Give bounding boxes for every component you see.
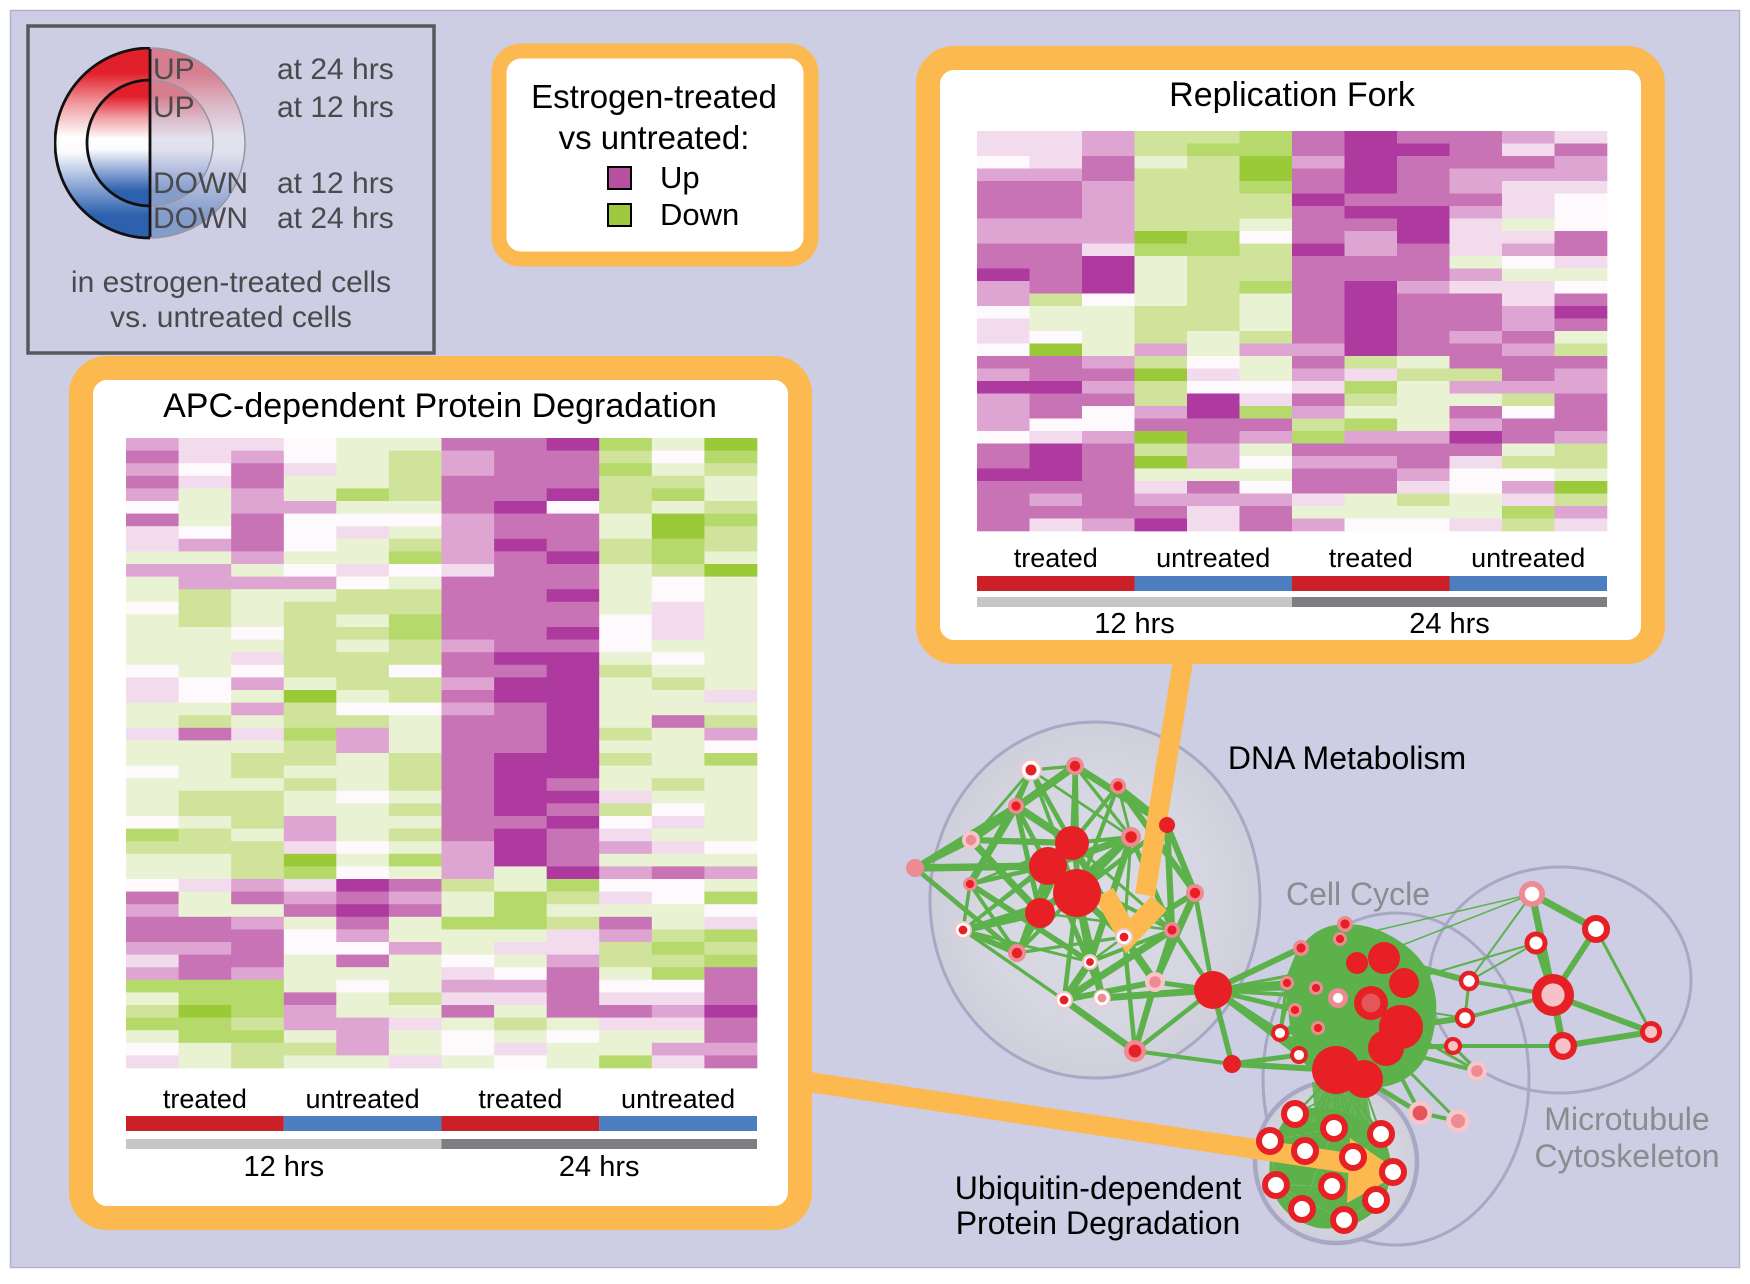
svg-text:12 hrs: 12 hrs: [1094, 608, 1175, 640]
svg-text:treated: treated: [1329, 543, 1413, 573]
svg-text:vs untreated:: vs untreated:: [559, 119, 750, 156]
svg-text:in estrogen-treated cells: in estrogen-treated cells: [71, 266, 391, 299]
svg-text:DOWN: DOWN: [153, 202, 248, 235]
svg-text:DNA Metabolism: DNA Metabolism: [1228, 740, 1466, 776]
svg-text:Down: Down: [660, 197, 739, 232]
svg-text:untreated: untreated: [306, 1084, 420, 1114]
svg-text:untreated: untreated: [1156, 543, 1270, 573]
svg-text:vs. untreated cells: vs. untreated cells: [110, 301, 352, 334]
svg-text:Estrogen-treated: Estrogen-treated: [531, 78, 777, 115]
svg-text:12 hrs: 12 hrs: [243, 1151, 324, 1183]
svg-text:untreated: untreated: [621, 1084, 735, 1114]
svg-text:treated: treated: [163, 1084, 247, 1114]
svg-text:Replication Fork: Replication Fork: [1169, 76, 1416, 114]
svg-text:Protein Degradation: Protein Degradation: [956, 1205, 1241, 1241]
svg-text:Cell Cycle: Cell Cycle: [1286, 876, 1430, 912]
svg-text:at 24 hrs: at 24 hrs: [277, 53, 394, 86]
svg-text:at 12 hrs: at 12 hrs: [277, 91, 394, 124]
svg-text:APC-dependent Protein Degradat: APC-dependent Protein Degradation: [163, 387, 717, 425]
svg-text:Up: Up: [660, 160, 700, 195]
svg-text:UP: UP: [153, 91, 195, 124]
svg-text:untreated: untreated: [1471, 543, 1585, 573]
svg-text:at 24 hrs: at 24 hrs: [277, 202, 394, 235]
svg-text:Ubiquitin-dependent: Ubiquitin-dependent: [955, 1170, 1242, 1206]
svg-text:UP: UP: [153, 53, 195, 86]
svg-text:at 12 hrs: at 12 hrs: [277, 167, 394, 200]
svg-text:24 hrs: 24 hrs: [559, 1151, 640, 1183]
svg-text:treated: treated: [1014, 543, 1098, 573]
svg-text:DOWN: DOWN: [153, 167, 248, 200]
svg-text:24 hrs: 24 hrs: [1409, 608, 1490, 640]
svg-text:treated: treated: [478, 1084, 562, 1114]
svg-text:Microtubule: Microtubule: [1544, 1101, 1709, 1137]
svg-text:Cytoskeleton: Cytoskeleton: [1535, 1138, 1720, 1174]
